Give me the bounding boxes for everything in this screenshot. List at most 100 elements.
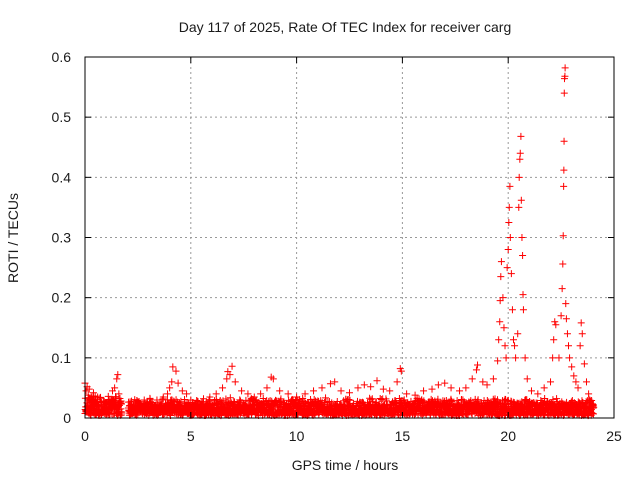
plot-border	[84, 56, 615, 419]
data-point	[512, 354, 520, 362]
data-point	[557, 312, 565, 320]
data-point	[263, 384, 271, 392]
data-point	[393, 378, 401, 386]
data-point	[284, 390, 292, 398]
data-point	[585, 390, 593, 398]
data-point	[128, 397, 136, 405]
data-point	[257, 390, 265, 398]
data-point	[468, 375, 476, 383]
y-axis-title: ROTI / TECUs	[5, 193, 21, 283]
data-points	[81, 64, 598, 420]
x-tick-label: 25	[606, 428, 622, 444]
data-point	[187, 396, 195, 404]
data-point	[499, 294, 507, 302]
data-point	[561, 64, 569, 72]
y-tick-label: 0.1	[52, 350, 72, 366]
data-point	[576, 342, 584, 350]
data-point	[489, 375, 497, 383]
data-point	[199, 395, 207, 403]
data-point	[515, 173, 523, 181]
data-point	[111, 384, 119, 392]
baseline-point	[181, 395, 189, 403]
data-point	[560, 166, 568, 174]
data-point	[580, 360, 588, 368]
baseline-point	[590, 410, 598, 418]
data-point	[100, 397, 108, 405]
y-tick-label: 0.2	[52, 290, 72, 306]
data-point	[96, 394, 104, 402]
data-point	[540, 384, 548, 392]
data-point	[500, 324, 508, 332]
data-point	[301, 390, 309, 398]
baseline-point	[118, 409, 126, 417]
data-point	[570, 372, 578, 380]
data-point	[166, 384, 174, 392]
data-point	[511, 342, 519, 350]
data-point	[559, 232, 567, 240]
data-point	[515, 203, 523, 211]
data-point	[516, 155, 524, 163]
data-point	[497, 273, 505, 281]
data-point	[113, 375, 121, 383]
baseline-point	[345, 396, 353, 404]
data-point	[577, 319, 585, 327]
baseline-point	[219, 397, 227, 405]
baseline-point	[541, 394, 549, 402]
data-point	[552, 321, 560, 329]
data-point	[509, 336, 517, 344]
y-tick-label: 0.3	[52, 230, 72, 246]
data-point	[219, 384, 227, 392]
data-point	[360, 381, 368, 389]
data-point	[504, 246, 512, 254]
data-point	[250, 393, 258, 401]
data-point	[193, 397, 201, 405]
baseline-point	[226, 394, 234, 402]
baseline-point	[549, 396, 557, 404]
data-point	[521, 354, 529, 362]
data-point	[507, 270, 515, 278]
data-point	[462, 384, 470, 392]
data-point	[183, 390, 191, 398]
data-point	[411, 391, 419, 399]
plot-frame	[84, 56, 615, 419]
data-point	[560, 89, 568, 97]
data-point	[505, 218, 513, 226]
data-point	[582, 378, 590, 386]
x-tick-label: 10	[289, 428, 305, 444]
data-point	[547, 378, 555, 386]
data-point	[169, 363, 177, 371]
data-point	[147, 398, 155, 406]
data-point	[558, 285, 566, 293]
data-point	[85, 385, 93, 393]
data-point	[117, 399, 125, 407]
data-point	[228, 362, 236, 370]
data-point	[331, 378, 339, 386]
data-point	[495, 336, 503, 344]
data-point	[403, 390, 411, 398]
data-point	[563, 330, 571, 338]
data-point	[428, 385, 436, 393]
data-point	[231, 378, 239, 386]
data-point	[506, 182, 514, 190]
data-point	[397, 367, 405, 375]
data-point	[560, 137, 568, 145]
data-point	[527, 387, 535, 395]
baseline-point	[420, 397, 428, 405]
data-point	[434, 381, 442, 389]
baseline-point	[346, 396, 354, 404]
data-point	[244, 390, 252, 398]
data-point	[505, 203, 513, 211]
data-point	[168, 378, 176, 386]
data-point	[562, 300, 570, 308]
data-point	[550, 336, 558, 344]
data-point	[212, 390, 220, 398]
data-point	[159, 393, 167, 401]
x-tick-label: 5	[187, 428, 195, 444]
data-point	[494, 357, 502, 365]
data-point	[92, 396, 100, 404]
x-tick-label: 0	[81, 428, 89, 444]
data-point	[104, 392, 112, 400]
data-point	[337, 387, 345, 395]
y-tick-label: 0.6	[52, 49, 72, 65]
y-tick-label: 0.4	[52, 169, 72, 185]
